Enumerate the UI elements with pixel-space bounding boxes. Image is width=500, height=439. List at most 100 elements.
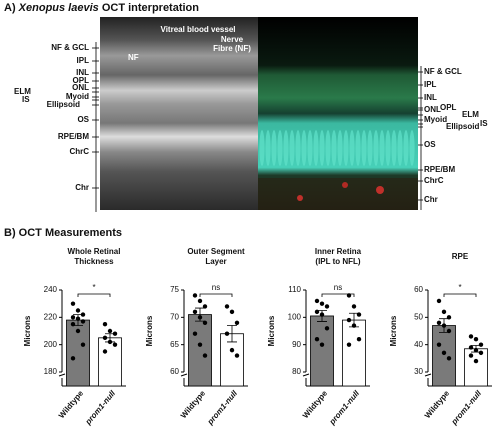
data-point — [224, 331, 230, 336]
red-cell — [342, 182, 348, 188]
data-point — [202, 320, 208, 325]
y-tick-label: 65 — [170, 340, 179, 349]
y-axis-label: Microns — [145, 315, 154, 346]
data-point — [192, 293, 198, 298]
layer-label: INL — [424, 93, 437, 102]
data-point — [468, 334, 474, 339]
x-tick-label: prom1-null — [205, 388, 240, 427]
x-tick-label: prom1-null — [327, 388, 362, 427]
cone — [307, 130, 313, 166]
title-part: OCT interpretation — [102, 2, 199, 14]
y-axis-label: Microns — [23, 315, 32, 346]
y-tick-label: 70 — [170, 312, 179, 321]
y-axis-label: Microns — [389, 315, 398, 346]
significance-label: ns — [212, 283, 220, 292]
data-point — [234, 353, 240, 358]
layer-label: IS — [22, 95, 30, 104]
data-point — [468, 345, 474, 350]
data-point — [70, 321, 76, 327]
cone — [355, 130, 361, 166]
data-point — [75, 316, 81, 321]
cone — [403, 130, 409, 166]
layer-label: Myoid — [424, 115, 447, 124]
data-point — [319, 342, 325, 347]
layer-label: OPL — [73, 76, 90, 85]
data-point — [202, 304, 208, 309]
significance-bracket — [443, 293, 477, 297]
cone — [367, 130, 373, 166]
data-point — [436, 342, 442, 347]
x-tick-label: Wildtype — [423, 388, 452, 420]
cone — [265, 130, 271, 166]
data-point — [75, 308, 81, 313]
data-point — [80, 342, 86, 347]
data-point — [441, 350, 447, 356]
data-point — [75, 328, 81, 334]
photoreceptors — [259, 130, 415, 166]
y-tick-label: 60 — [170, 367, 179, 376]
x-tick-label: Wildtype — [179, 388, 208, 420]
layer-label: IPL — [424, 80, 437, 89]
significance-label: * — [92, 283, 95, 292]
data-point — [324, 326, 330, 331]
layer-label: Myoid — [66, 92, 89, 101]
image-label: Fibre (NF) — [213, 44, 251, 53]
significance-label: ns — [334, 283, 342, 292]
data-point — [473, 337, 479, 342]
layer-label: ONL — [72, 83, 89, 92]
layer-label: OS — [424, 140, 436, 149]
cone — [391, 130, 397, 166]
data-point — [70, 301, 76, 306]
cone — [379, 130, 385, 166]
layer-label: ELM — [462, 110, 479, 119]
data-point — [107, 328, 113, 334]
bar — [188, 314, 212, 387]
data-point — [446, 315, 452, 320]
data-point — [441, 309, 447, 315]
data-point — [112, 342, 118, 347]
y-tick-label: 200 — [44, 340, 58, 349]
y-tick-label: 240 — [44, 285, 58, 294]
data-point — [314, 298, 320, 304]
layer-label: Ellipsoid — [446, 122, 479, 131]
cone — [271, 130, 277, 166]
significance-bracket — [77, 293, 111, 297]
cone — [349, 130, 355, 166]
data-point — [80, 319, 86, 324]
x-tick-label: prom1-null — [449, 388, 484, 427]
data-point — [102, 321, 108, 327]
cone — [283, 130, 289, 166]
data-point — [436, 320, 442, 325]
significance-bracket — [199, 293, 233, 297]
chart-title: (IPL to NFL) — [315, 257, 361, 266]
cone — [385, 130, 391, 166]
axis-break — [302, 373, 310, 377]
cone — [259, 130, 265, 166]
layer-label: ChrC — [424, 176, 444, 185]
data-point — [319, 301, 325, 306]
x-tick-label: prom1-null — [83, 388, 118, 427]
layer-label: INL — [76, 68, 89, 77]
oct-image — [100, 17, 258, 210]
x-tick-label: Wildtype — [301, 388, 330, 420]
layer-label: NF & GCL — [424, 67, 462, 76]
data-point — [234, 320, 240, 325]
x-tick-label: Wildtype — [57, 388, 86, 420]
y-tick-label: 50 — [414, 312, 423, 321]
data-point — [446, 356, 452, 361]
chart-title: Layer — [205, 257, 226, 266]
choroid-region — [258, 178, 418, 210]
axis-break — [424, 373, 432, 377]
cone — [397, 130, 403, 166]
cone — [325, 130, 331, 166]
chart-title: Outer Segment — [187, 247, 245, 256]
significance-bracket — [321, 293, 355, 297]
fluorescence-image — [258, 17, 418, 210]
data-point — [202, 353, 208, 358]
chart-title: Inner Retina — [315, 247, 362, 256]
data-point — [102, 349, 108, 354]
data-point — [224, 304, 230, 309]
data-point — [314, 309, 320, 315]
cone — [313, 130, 319, 166]
